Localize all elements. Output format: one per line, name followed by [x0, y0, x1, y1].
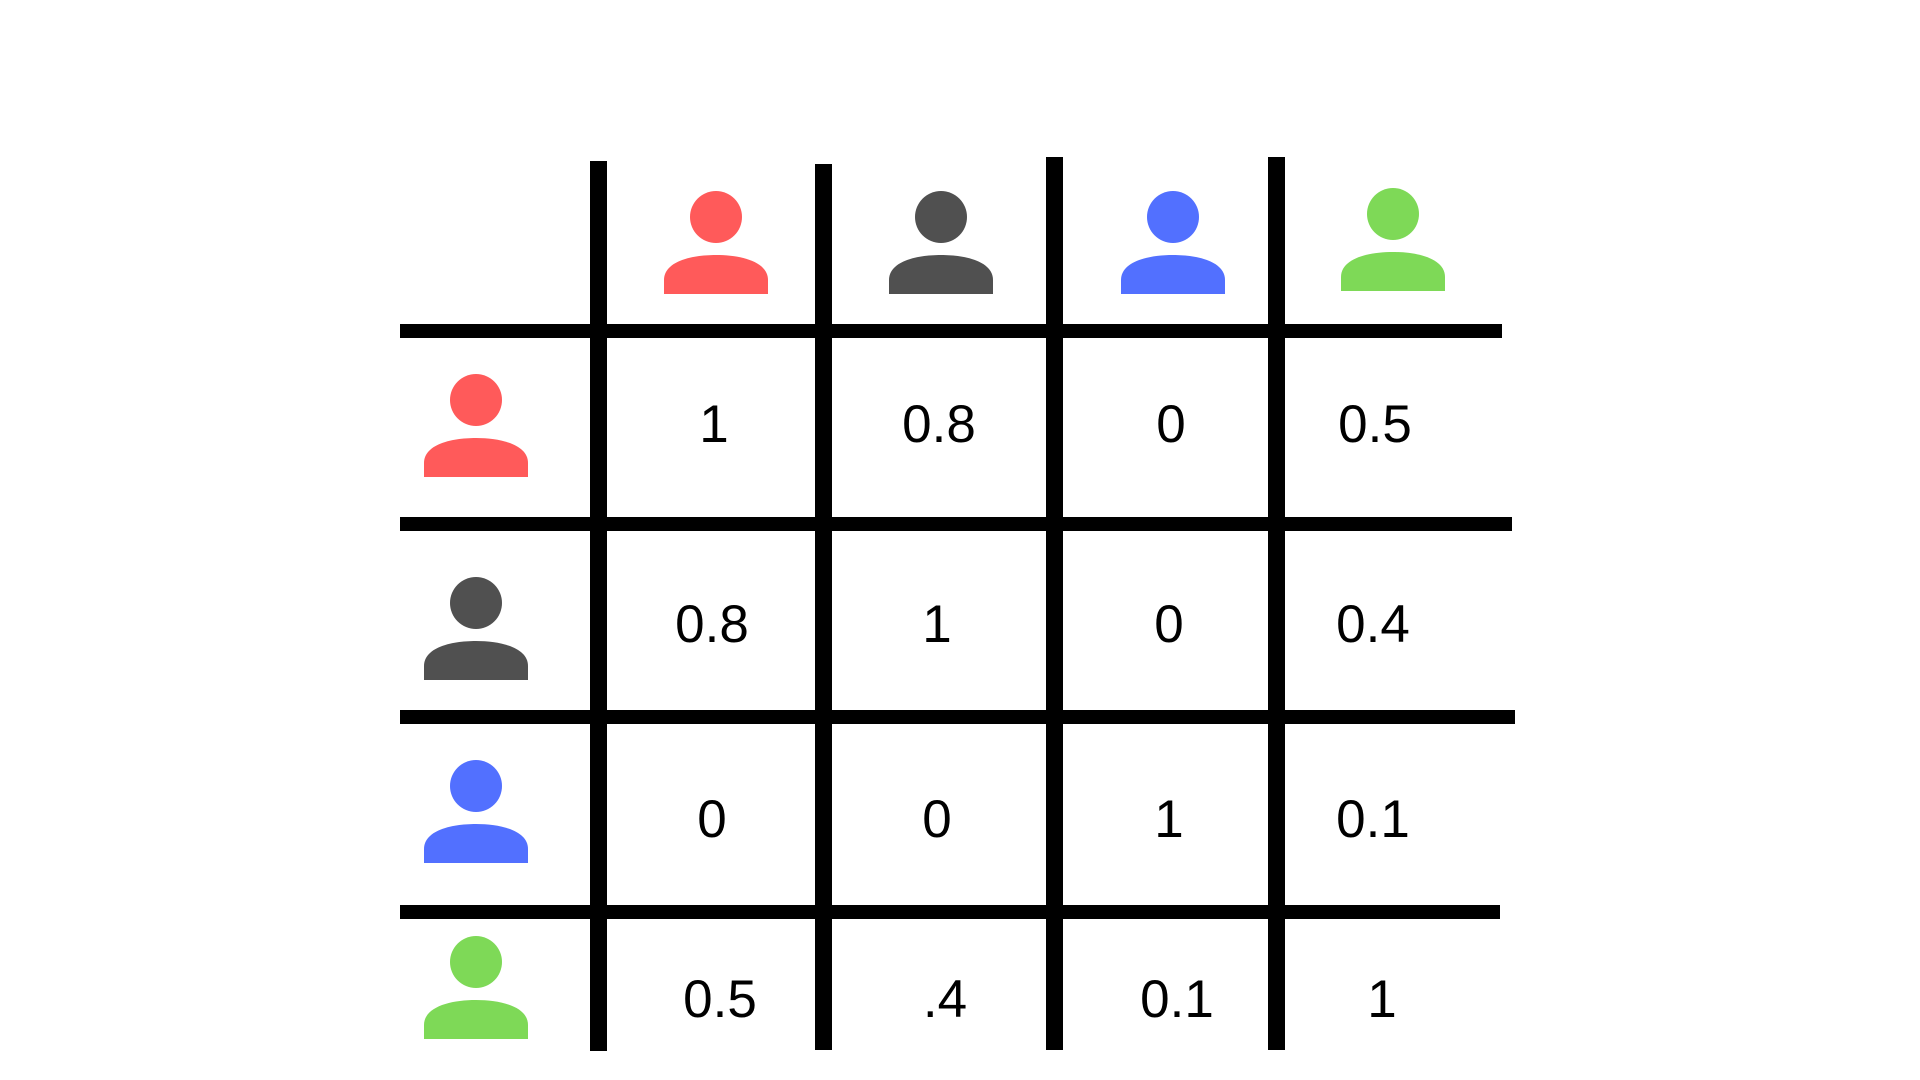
person-body [424, 438, 528, 477]
cell-value: 0.5 [1338, 395, 1412, 454]
person-icon-graphic [424, 936, 528, 1039]
cell-value: 0 [1154, 595, 1184, 654]
cell-value: 1 [699, 395, 729, 454]
person-head [450, 936, 502, 988]
cell-value: 0.1 [1336, 790, 1410, 849]
cell-value: 0.4 [1336, 595, 1410, 654]
cell-value: 1 [922, 595, 952, 654]
grid-line-horizontal [400, 710, 1515, 724]
grid-line-vertical [590, 161, 607, 1051]
person-head [1367, 188, 1419, 240]
cell-value: 1 [1154, 790, 1184, 849]
row-header-gray-person-icon [424, 576, 528, 680]
cell-value: 0 [922, 790, 952, 849]
column-header-red-person-icon [664, 190, 768, 294]
row-header-blue-person-icon [424, 759, 528, 863]
cell-value: 0.8 [675, 595, 749, 654]
person-head [450, 760, 502, 812]
person-icon-graphic [889, 191, 993, 294]
column-header-green-person-icon [1341, 187, 1445, 291]
person-head [450, 374, 502, 426]
grid-line-vertical [1268, 157, 1285, 1050]
person-icon-graphic [1341, 188, 1445, 291]
person-body [424, 641, 528, 680]
cell-value: 0 [697, 790, 727, 849]
person-icon-graphic [664, 191, 768, 294]
person-head [690, 191, 742, 243]
person-icon-graphic [424, 760, 528, 863]
person-body [664, 255, 768, 294]
cell-value: 1 [1367, 970, 1397, 1029]
person-body [1341, 252, 1445, 291]
row-header-red-person-icon [424, 373, 528, 477]
column-header-gray-person-icon [889, 190, 993, 294]
person-head [450, 577, 502, 629]
column-header-blue-person-icon [1121, 190, 1225, 294]
person-head [1147, 191, 1199, 243]
grid-line-horizontal [400, 324, 1502, 338]
person-icon-graphic [1121, 191, 1225, 294]
row-header-green-person-icon [424, 935, 528, 1039]
grid-line-horizontal [400, 905, 1500, 919]
grid-line-vertical [1046, 157, 1063, 1050]
person-body [424, 1000, 528, 1039]
person-body [1121, 255, 1225, 294]
cell-value: 0.8 [902, 395, 976, 454]
person-head [915, 191, 967, 243]
grid-line-vertical [815, 164, 832, 1050]
person-body [889, 255, 993, 294]
cell-value: 0 [1156, 395, 1186, 454]
grid-line-horizontal [400, 517, 1512, 531]
person-icon-graphic [424, 577, 528, 680]
person-body [424, 824, 528, 863]
cell-value: 0.5 [683, 970, 757, 1029]
cell-value: .4 [922, 970, 968, 1029]
cell-value: 0.1 [1140, 970, 1214, 1029]
person-icon-graphic [424, 374, 528, 477]
